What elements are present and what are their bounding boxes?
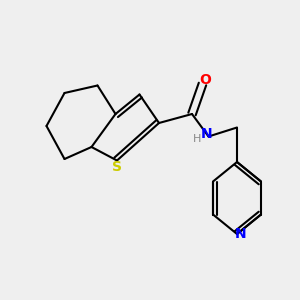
Text: N: N xyxy=(200,127,212,141)
Text: S: S xyxy=(112,160,122,174)
Text: N: N xyxy=(235,227,247,241)
Text: H: H xyxy=(193,134,201,145)
Text: O: O xyxy=(200,73,211,86)
